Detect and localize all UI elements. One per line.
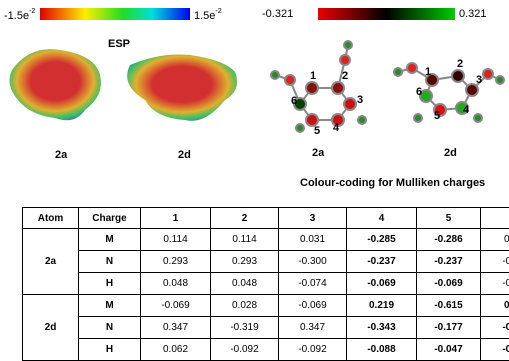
value-cell: -0.300: [481, 251, 509, 273]
value-cell: 0.114: [141, 229, 211, 251]
atom-number: 1: [425, 66, 431, 78]
molecule: [394, 63, 504, 122]
value-cell: -0.092: [279, 339, 347, 361]
value-cell: -0.319: [211, 317, 279, 339]
value-cell: -0.300: [279, 251, 347, 273]
value-cell: 0.031: [279, 229, 347, 251]
compound-cell: 2a: [23, 229, 79, 295]
atom-number: 2: [457, 58, 463, 70]
atom-number: 1: [310, 70, 316, 82]
value-cell: -0.069: [279, 295, 347, 317]
value-cell: -0.088: [481, 339, 509, 361]
charge-type-cell: N: [79, 251, 141, 273]
esp-label: 2a: [55, 149, 68, 161]
atom-number: 4: [333, 122, 340, 134]
atom-number: 3: [357, 94, 363, 106]
value-cell: -0.088: [347, 339, 417, 361]
value-cell: -0.092: [211, 339, 279, 361]
header-cell: 3: [279, 208, 347, 229]
charge-table: AtomCharge123456 2aM0.1140.1140.031-0.28…: [22, 207, 509, 361]
value-cell: -0.069: [347, 273, 417, 295]
table-body: 2aM0.1140.1140.031-0.285-0.2860.031N0.29…: [23, 229, 509, 361]
atom-number: 6: [416, 86, 422, 98]
header-cell: 1: [141, 208, 211, 229]
value-cell: -0.177: [417, 317, 481, 339]
charge-type-cell: H: [79, 273, 141, 295]
page: -1.5e-2 1.5e-2 ESP 2a 2d -0.321 0.321 1 …: [0, 0, 509, 358]
atom-number: 6: [291, 95, 297, 107]
value-cell: 0.347: [141, 317, 211, 339]
header-cell: 5: [417, 208, 481, 229]
value-cell: -0.074: [481, 273, 509, 295]
value-cell: 0.219: [347, 295, 417, 317]
esp-title: ESP: [108, 38, 130, 50]
atom-number: 4: [463, 104, 470, 116]
charge-type-cell: M: [79, 295, 141, 317]
value-cell: 0.062: [141, 339, 211, 361]
mulliken-colorbar: [318, 8, 455, 20]
esp-min: -1.5e-2: [4, 8, 35, 22]
atom-number: 3: [476, 74, 482, 86]
esp-label: 2d: [178, 149, 191, 161]
mulliken-max: 0.321: [459, 8, 487, 20]
esp-max: 1.5e-2: [194, 8, 222, 22]
value-cell: 0.347: [279, 317, 347, 339]
value-cell: -0.286: [417, 229, 481, 251]
value-cell: 0.293: [141, 251, 211, 273]
table-wrapper: AtomCharge123456 2aM0.1140.1140.031-0.28…: [22, 207, 509, 361]
figure: -1.5e-2 1.5e-2 ESP 2a 2d -0.321 0.321 1 …: [0, 0, 509, 207]
header-cell: Atom: [23, 208, 79, 229]
value-cell: 0.114: [211, 229, 279, 251]
header-cell: 2: [211, 208, 279, 229]
value-cell: 0.293: [211, 251, 279, 273]
molecule: [271, 41, 366, 132]
value-cell: -0.285: [347, 229, 417, 251]
molecule-label: 2d: [444, 147, 457, 159]
value-cell: 0.048: [141, 273, 211, 295]
mulliken-min: -0.321: [262, 8, 293, 20]
table-row: H0.062-0.092-0.092-0.088-0.047-0.088: [23, 339, 509, 361]
atom-number: 5: [434, 110, 440, 122]
value-cell: 0.048: [211, 273, 279, 295]
charge-type-cell: M: [79, 229, 141, 251]
charge-type-cell: H: [79, 339, 141, 361]
atom-number: 2: [342, 70, 348, 82]
value-cell: -0.069: [417, 273, 481, 295]
header-cell: 4: [347, 208, 417, 229]
value-cell: -0.069: [141, 295, 211, 317]
value-cell: -0.047: [417, 339, 481, 361]
value-cell: -0.237: [417, 251, 481, 273]
value-cell: -0.074: [279, 273, 347, 295]
value-cell: -0.615: [417, 295, 481, 317]
value-cell: -0.343: [481, 317, 509, 339]
molecule-label: 2a: [312, 147, 325, 159]
value-cell: -0.237: [347, 251, 417, 273]
caption: Colour-coding for Mulliken charges: [300, 177, 485, 189]
value-cell: -0.343: [347, 317, 417, 339]
compound-cell: 2d: [23, 295, 79, 361]
value-cell: 0.031: [481, 229, 509, 251]
esp-surface: [127, 54, 237, 120]
value-cell: 0.028: [211, 295, 279, 317]
header-row: AtomCharge123456: [23, 208, 509, 229]
esp-surface: [10, 49, 101, 120]
esp-colorbar: [40, 8, 190, 20]
charge-type-cell: N: [79, 317, 141, 339]
atom-number: 5: [314, 125, 320, 137]
header-cell: Charge: [79, 208, 141, 229]
header-cell: 6: [481, 208, 509, 229]
value-cell: 0.219: [481, 295, 509, 317]
